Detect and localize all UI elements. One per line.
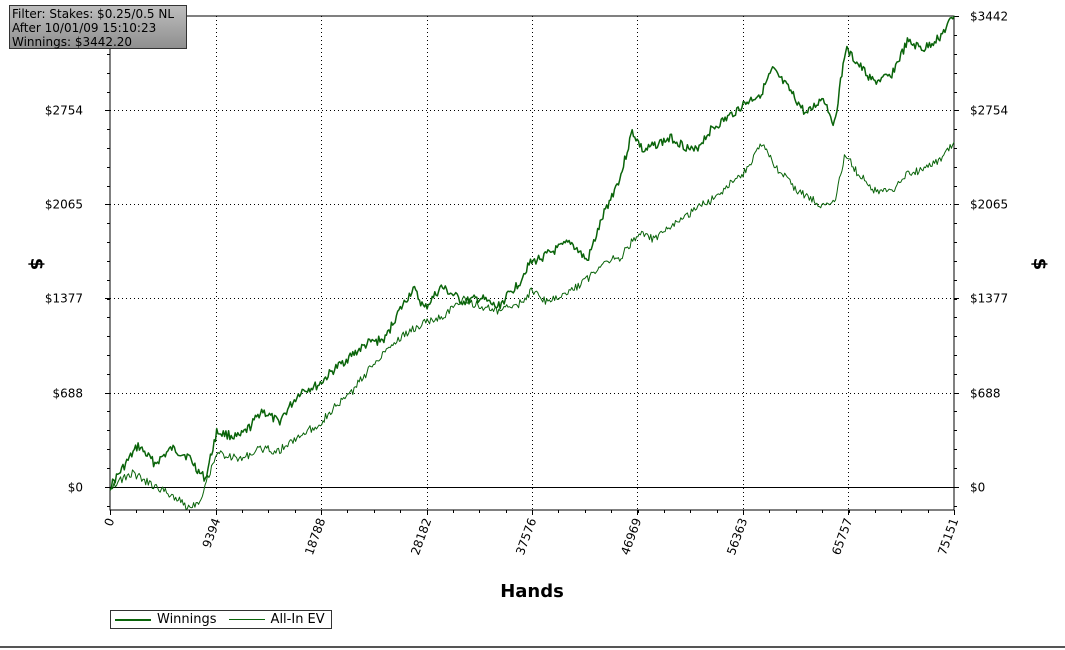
legend-label-winnings: Winnings <box>157 612 217 627</box>
y-tick-label-right: $0 <box>970 481 985 495</box>
x-axis-label: Hands <box>500 581 564 602</box>
winnings-text: Winnings: $3442.20 <box>12 35 133 49</box>
legend-label-allin-ev: All-In EV <box>270 612 325 627</box>
series-lines <box>109 15 955 510</box>
y-tick-label-right: $2754 <box>970 104 1008 118</box>
grid-lines <box>110 16 954 510</box>
x-tick-label: 18788 <box>302 516 328 557</box>
x-tick-label: 56363 <box>724 516 750 557</box>
y-tick-label-right: $2065 <box>970 198 1008 212</box>
series-line-winnings <box>109 15 955 491</box>
legend-swatch-winnings <box>115 618 151 621</box>
date-text: After 10/01/09 15:10:23 <box>12 21 157 35</box>
footer-divider <box>0 646 1065 648</box>
x-tick-label: 0 <box>102 516 118 528</box>
y-tick-label-right: $688 <box>970 387 1001 401</box>
axes <box>105 15 959 515</box>
x-tick-label: 28182 <box>408 516 434 557</box>
y-tick-label-left: $1377 <box>45 292 83 306</box>
series-line-allin-ev <box>109 141 955 510</box>
y-tick-label-left: $688 <box>52 387 83 401</box>
y-axis-label-right: $ <box>1029 258 1050 271</box>
filter-info-box: Filter: Stakes: $0.25/0.5 NL After 10/01… <box>9 5 187 49</box>
x-tick-label: 75151 <box>935 516 961 557</box>
legend-swatch-allin-ev <box>228 619 265 620</box>
filter-text: Filter: Stakes: $0.25/0.5 NL <box>12 7 175 21</box>
x-tick-label: 46969 <box>618 516 644 557</box>
y-axis-label-left: $ <box>26 258 47 271</box>
y-tick-label-left: $2065 <box>45 198 83 212</box>
legend-item-allin-ev: All-In EV <box>228 612 325 627</box>
y-tick-label-right: $3442 <box>970 10 1008 24</box>
legend-item-winnings: Winnings <box>115 612 217 627</box>
tick-labels: 0 9394 18788 28182 37576 46969 56363 65757 75151… <box>45 10 1008 557</box>
x-tick-label: 65757 <box>829 516 855 557</box>
x-tick-label: 9394 <box>200 516 224 549</box>
y-tick-label-right: $1377 <box>970 292 1008 306</box>
chart-legend: Winnings All-In EV <box>110 610 332 629</box>
y-tick-label-left: $2754 <box>45 104 83 118</box>
x-tick-label: 37576 <box>513 516 539 557</box>
y-tick-label-left: $0 <box>68 481 83 495</box>
